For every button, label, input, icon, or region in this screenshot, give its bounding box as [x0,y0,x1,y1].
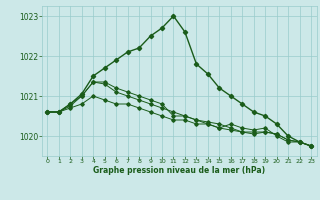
X-axis label: Graphe pression niveau de la mer (hPa): Graphe pression niveau de la mer (hPa) [93,166,265,175]
